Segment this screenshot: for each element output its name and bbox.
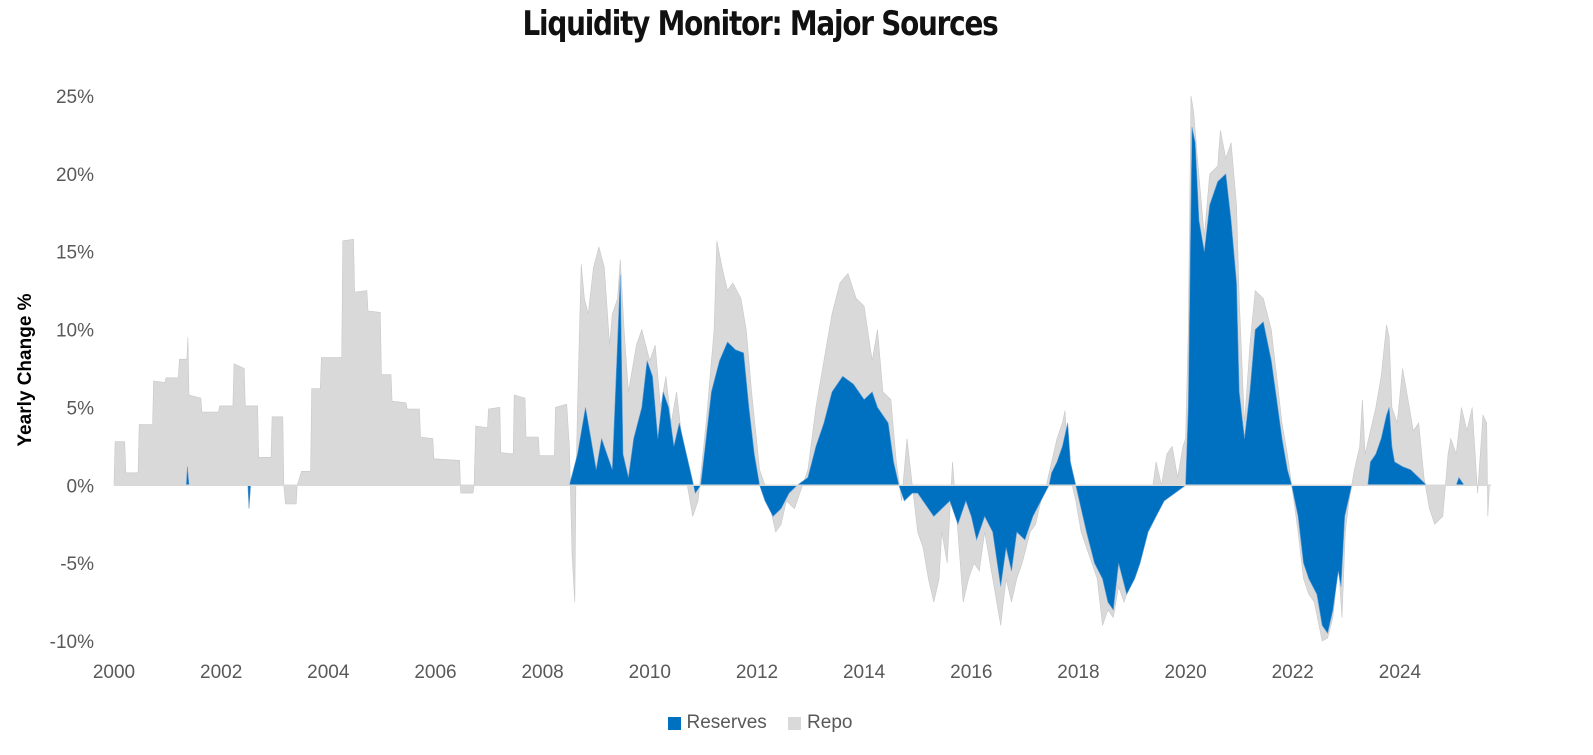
x-tick-label: 2008 [521,662,563,683]
legend: Reserves Repo [0,712,1520,736]
chart-title: Liquidity Monitor: Major Sources [522,4,998,44]
chart-svg: -10% -5% 0% 5% 10% 15% 20% 25% 2000 2002 2004 2006… [15,87,1491,683]
legend-swatch-reserves [667,716,681,730]
y-axis-title: Yearly Change % [15,293,36,446]
legend-item-repo: Repo [788,712,852,734]
y-tick-label: 10% [56,321,94,342]
x-axis-ticks: 2000 2002 2004 2006 2008 2010 2012 2014 2016 2018… [93,662,1422,683]
legend-label-repo: Repo [807,712,853,733]
x-tick-label: 2018 [1057,662,1099,683]
area-layer [113,95,1491,642]
legend-label-reserves: Reserves [686,712,767,733]
legend-item-reserves: Reserves [667,712,767,734]
y-tick-label: 0% [67,476,95,497]
area-repo [113,95,1491,642]
y-tick-label: 20% [56,165,94,186]
area-reserves [114,127,1491,634]
x-tick-label: 2012 [736,662,778,683]
x-tick-label: 2022 [1272,662,1314,683]
y-tick-label: 25% [56,87,94,108]
x-tick-label: 2000 [93,662,135,683]
x-tick-label: 2016 [950,662,992,683]
x-tick-label: 2024 [1379,662,1422,683]
x-tick-label: 2002 [200,662,242,683]
y-tick-label: -10% [50,632,94,653]
legend-swatch-repo [788,716,802,730]
x-tick-label: 2020 [1164,662,1206,683]
y-tick-label: 15% [56,243,94,264]
x-tick-label: 2006 [414,662,456,683]
x-tick-label: 2004 [307,662,350,683]
y-axis-ticks: -10% -5% 0% 5% 10% 15% 20% 25% [50,87,94,653]
x-tick-label: 2014 [843,662,886,683]
y-tick-label: -5% [60,554,94,575]
y-tick-label: 5% [67,398,95,419]
x-tick-label: 2010 [629,662,671,683]
